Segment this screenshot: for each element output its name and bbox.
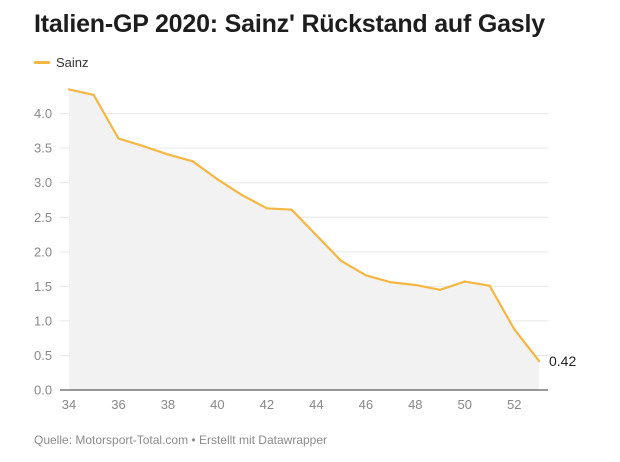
data-point-sainz [191,160,194,163]
footer-separator: • [191,433,196,447]
x-tick-label: 44 [309,397,323,412]
data-point-sainz [166,153,170,156]
y-tick-label: 2.5 [34,210,52,225]
data-point-sainz [414,283,417,287]
y-tick-label: 0.5 [34,348,52,363]
x-tick-label: 50 [458,397,472,412]
y-tick-label: 3.0 [34,175,52,190]
area-fill-sainz [69,89,539,391]
legend: Sainz [34,55,89,70]
x-tick-label: 40 [210,397,224,412]
x-tick-label: 48 [408,397,422,412]
data-point-sainz [389,281,392,284]
data-point-sainz [241,194,244,197]
x-tick-label: 38 [161,397,175,412]
y-tick-label: 2.0 [34,244,52,259]
data-point-sainz [142,145,145,148]
data-point-sainz [290,208,293,211]
data-point-sainz [340,259,343,262]
legend-label-sainz: Sainz [56,55,89,70]
y-tick-label: 1.0 [34,313,52,328]
data-point-sainz [513,328,516,331]
y-tick-label: 3.5 [34,141,52,156]
y-tick-label: 0.0 [34,383,52,398]
series-line-sainz [67,88,541,363]
data-point-sainz [488,284,491,287]
source-name: Motorsport-Total.com [75,433,189,447]
y-tick-label: 4.0 [34,106,52,121]
data-point-sainz [364,274,367,277]
data-point-sainz [537,359,541,363]
y-tick-label: 1.5 [34,279,52,294]
end-value-label: 0.42 [549,353,576,369]
x-tick-label: 36 [111,397,125,412]
data-point-sainz [117,137,120,140]
x-tick-label: 34 [62,397,76,412]
x-tick-label: 46 [359,397,373,412]
data-point-sainz [463,280,466,283]
source-footer: Quelle: Motorsport-Total.com • Erstellt … [34,433,327,447]
chart-title: Italien-GP 2020: Sainz' Rückstand auf Ga… [34,10,545,38]
data-point-sainz [438,288,442,291]
data-point-sainz [216,178,219,181]
x-tick-label: 42 [260,397,274,412]
data-point-sainz [92,93,95,97]
legend-swatch-sainz [34,61,50,64]
data-point-sainz [265,207,268,210]
credit-text: Erstellt mit Datawrapper [198,433,328,447]
x-tick-label: 52 [507,397,521,412]
data-point-sainz [315,234,318,237]
source-label: Quelle: [34,433,73,447]
data-point-sainz [67,88,71,91]
